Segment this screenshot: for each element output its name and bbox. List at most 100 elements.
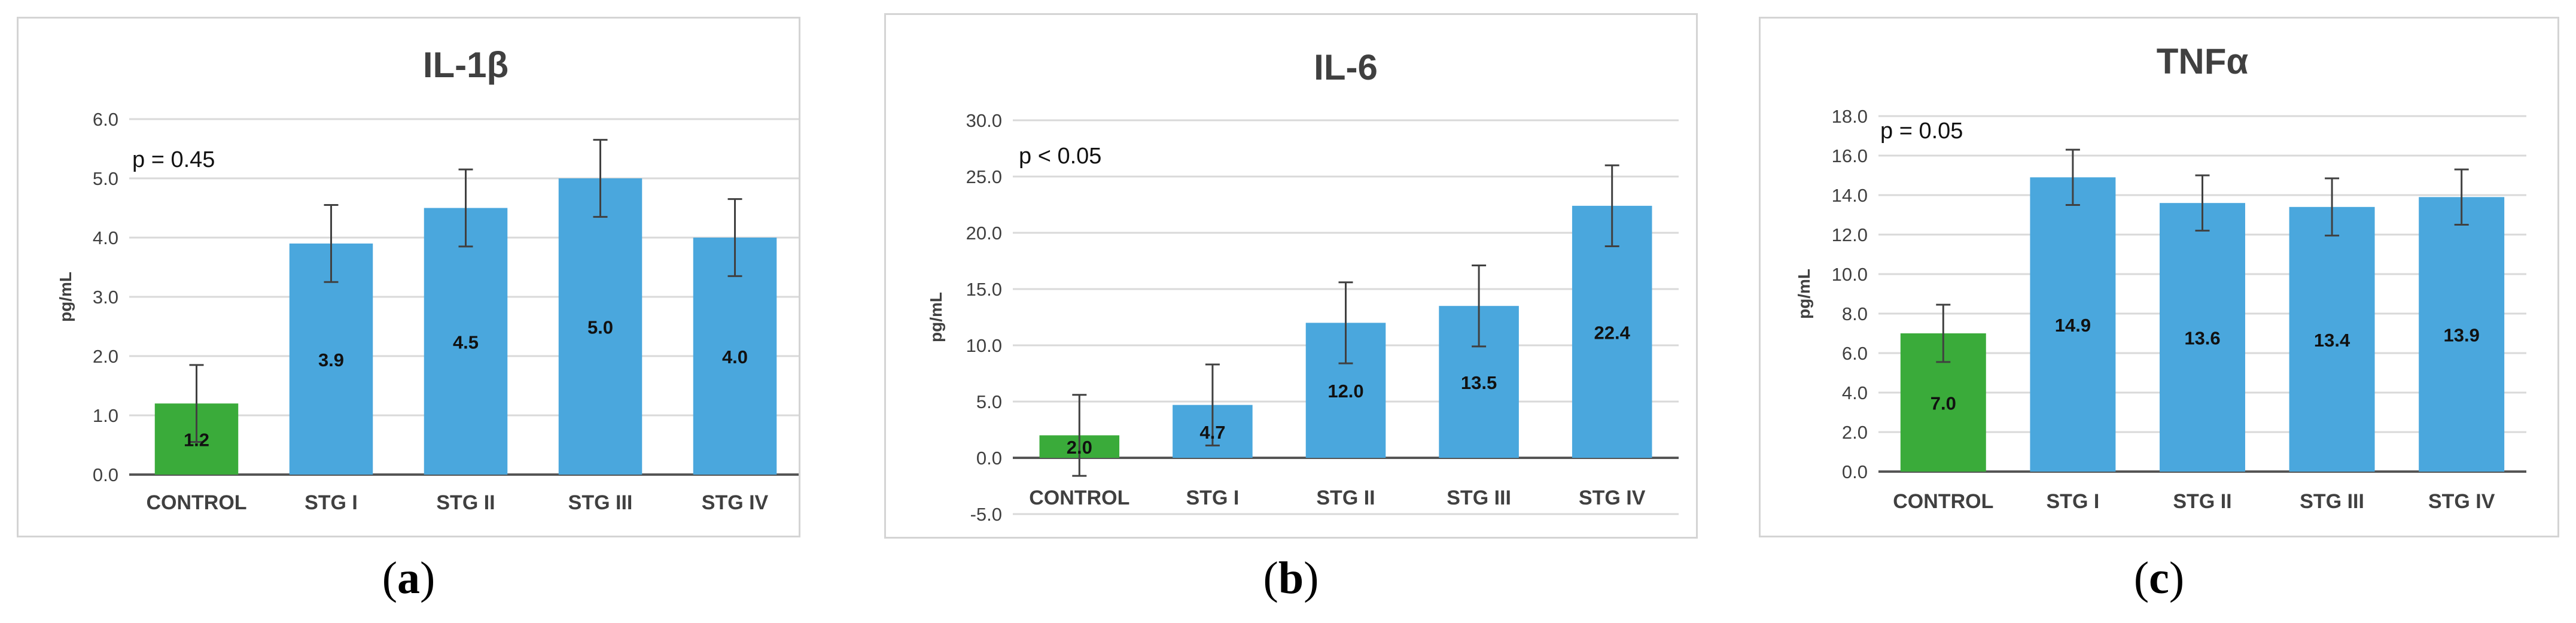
y-tick-label: 6.0 [93, 109, 118, 130]
bar-stg-iv [2419, 197, 2505, 472]
x-category-label: STG I [305, 491, 358, 514]
caption-letter: c [2149, 553, 2169, 603]
bar-value-label: 13.4 [2314, 330, 2350, 351]
bar-value-label: 14.9 [2055, 315, 2091, 336]
y-tick-label: 10.0 [966, 335, 1002, 356]
error-bar [1604, 164, 1619, 248]
x-category-label: STG IV [2428, 490, 2495, 513]
chart-frame: IL-1β 0.0 1.0 2.0 3.0 4.0 5.0 6.0 pg/mL p = 0.45 1… [17, 17, 800, 537]
error-bar [2195, 174, 2210, 232]
bar-stg-iv [1572, 205, 1652, 458]
y-tick-label: 14.0 [1832, 185, 1868, 206]
y-tick-label: 5.0 [93, 168, 118, 189]
chart-title: TNFα [2157, 41, 2249, 81]
chart-panel-tnfa: TNFα 0.0 2.0 4.0 6.0 8.0 10.0 12.0 14.0 16.0 18.0 p… [1759, 17, 2559, 615]
y-tick-label: 4.0 [1842, 382, 1868, 403]
y-tick-label: 0.0 [976, 448, 1002, 469]
y-tick-label: 2.0 [93, 346, 118, 367]
x-category-label: CONTROL [1893, 490, 1993, 513]
y-tick-label: 18.0 [1832, 106, 1868, 127]
caption-letter: a [397, 553, 420, 603]
x-category-label: CONTROL [1029, 487, 1129, 509]
p-value-annotation: p = 0.45 [132, 147, 215, 172]
x-category-label: STG III [1447, 487, 1511, 509]
y-axis-label: pg/mL [1795, 269, 1813, 319]
bar-value-label: 7.0 [1931, 393, 1956, 414]
bar-value-label: 3.9 [318, 350, 344, 370]
p-value-annotation: p < 0.05 [1019, 144, 1101, 169]
y-tick-label: 30.0 [966, 110, 1002, 131]
error-bar [593, 139, 608, 218]
error-bar [1338, 281, 1353, 364]
chart-svg: TNFα 0.0 2.0 4.0 6.0 8.0 10.0 12.0 14.0 16.0 18.0 p… [1795, 41, 2526, 513]
error-bar [324, 204, 339, 283]
chart-panel-il6: IL-6 -5.0 0.0 5.0 10.0 15.0 20.0 25.0 30.0 pg/mL p… [884, 13, 1698, 612]
bar-value-label: 13.5 [1461, 372, 1497, 393]
bar-value-label: 12.0 [1327, 381, 1363, 402]
bar-stg-iv [693, 238, 777, 475]
bar-stg-ii [424, 208, 508, 475]
p-value-annotation: p = 0.05 [1880, 118, 1963, 144]
y-tick-label: 0.0 [1842, 461, 1868, 482]
panel-caption: (c) [2133, 553, 2185, 603]
y-tick-label: 2.0 [1842, 422, 1868, 443]
caption-letter: b [1278, 553, 1304, 603]
error-bar [2454, 168, 2469, 226]
y-tick-label: 0.0 [93, 464, 118, 485]
chart-svg: IL-6 -5.0 0.0 5.0 10.0 15.0 20.0 25.0 30.0 pg/mL p… [927, 47, 1679, 525]
y-tick-label: 8.0 [1842, 303, 1868, 324]
bar-value-label: 1.2 [184, 430, 209, 451]
bar-value-label: 13.6 [2184, 328, 2220, 349]
x-category-label: STG IV [1579, 487, 1646, 509]
y-tick-label: -5.0 [970, 504, 1002, 525]
x-category-label: STG III [2300, 490, 2364, 513]
bar-stg-ii [2160, 203, 2245, 472]
error-bar [727, 198, 742, 277]
bar-stg-i [2030, 177, 2116, 472]
y-tick-label: 1.0 [93, 405, 118, 426]
bar-value-label: 5.0 [587, 317, 613, 338]
chart-title: IL-6 [1314, 47, 1378, 87]
bar-value-label: 4.0 [722, 347, 748, 367]
y-tick-label: 16.0 [1832, 145, 1868, 166]
error-bar [1205, 363, 1220, 446]
error-bar [1072, 394, 1087, 477]
chart-panel-il1b: IL-1β 0.0 1.0 2.0 3.0 4.0 5.0 6.0 pg/mL p = 0.45 1… [17, 17, 800, 615]
error-bar [1472, 265, 1487, 348]
error-bar [1936, 303, 1951, 363]
bar-value-label: 2.0 [1067, 437, 1092, 458]
x-category-label: STG I [1186, 487, 1240, 509]
error-bar [2325, 177, 2340, 237]
y-tick-label: 6.0 [1842, 343, 1868, 364]
panel-caption: (a) [382, 553, 436, 603]
bar-value-label: 22.4 [1594, 322, 1631, 343]
y-axis-label: pg/mL [927, 292, 945, 342]
y-tick-label: 5.0 [976, 391, 1002, 412]
chart-title: IL-1β [423, 45, 508, 85]
bar-value-label: 13.9 [2444, 325, 2480, 346]
x-category-label: STG II [436, 491, 495, 514]
error-bar [458, 168, 473, 248]
bar-value-label: 4.7 [1199, 422, 1225, 443]
y-tick-label: 20.0 [966, 223, 1002, 244]
error-bar [2065, 148, 2080, 206]
panel-caption: (b) [1263, 553, 1319, 603]
x-category-label: STG II [1316, 487, 1375, 509]
bar-stg-iii [2289, 206, 2375, 472]
bar-value-label: 4.5 [453, 332, 479, 352]
y-tick-label: 4.0 [93, 227, 118, 248]
y-tick-label: 12.0 [1832, 224, 1868, 245]
x-category-label: STG III [568, 491, 633, 514]
chart-frame: IL-6 -5.0 0.0 5.0 10.0 15.0 20.0 25.0 30.0 pg/mL p… [884, 13, 1698, 539]
error-bar [189, 364, 204, 443]
y-tick-label: 25.0 [966, 166, 1002, 187]
y-tick-label: 15.0 [966, 279, 1002, 300]
y-tick-label: 10.0 [1832, 264, 1868, 285]
chart-svg: IL-1β 0.0 1.0 2.0 3.0 4.0 5.0 6.0 pg/mL p = 0.45 1… [56, 45, 799, 514]
x-category-label: STG I [2047, 490, 2100, 513]
y-axis-label: pg/mL [56, 272, 75, 322]
chart-frame: TNFα 0.0 2.0 4.0 6.0 8.0 10.0 12.0 14.0 16.0 18.0 p… [1759, 17, 2559, 537]
x-category-label: STG II [2173, 490, 2231, 513]
x-category-label: CONTROL [146, 491, 246, 514]
bar-stg-iii [558, 178, 643, 475]
